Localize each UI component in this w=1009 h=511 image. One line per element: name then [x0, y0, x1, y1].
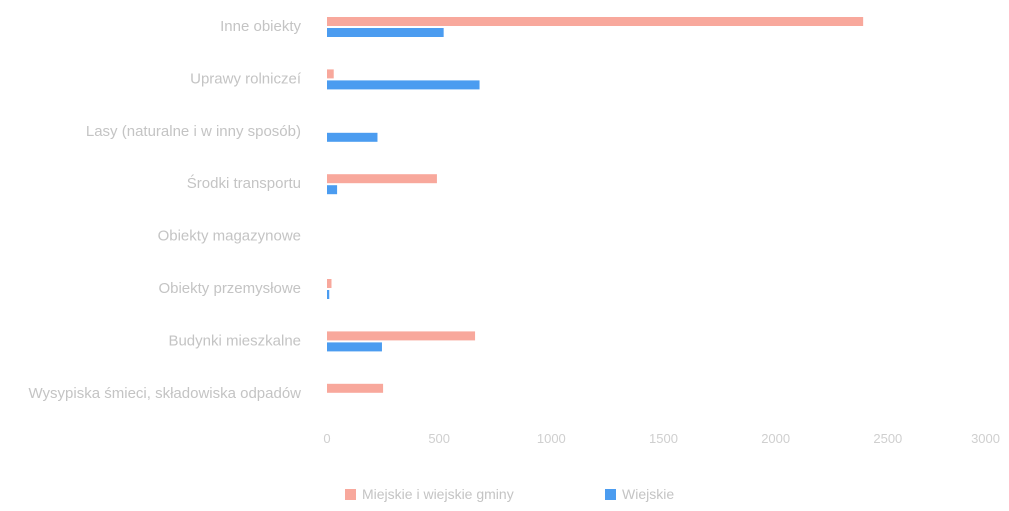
category-labels: Inne obiekty Uprawy rolniczeí Lasy (natura…: [29, 18, 302, 402]
bar-series-2-3: [327, 185, 338, 195]
bar-series-2-6: [327, 342, 382, 352]
bar-series-1-5: [327, 279, 332, 288]
legend-swatch-series-2: [605, 489, 616, 500]
x-tick-label: 1000: [537, 431, 566, 446]
category-label: Budynki mieszkalne: [168, 332, 301, 349]
legend-label-series-2: Wiejskie: [622, 486, 674, 502]
legend-label-series-1: Miejskie i wiejskie gminy: [362, 486, 514, 502]
x-tick-label: 3000: [971, 431, 1000, 446]
category-label: Środki transportu: [187, 174, 301, 192]
category-label: Obiekty magazynowe: [158, 228, 301, 245]
bar-series-1-7: [327, 383, 384, 393]
bar-series-1-0: [327, 17, 864, 26]
bar-series-2-0: [327, 28, 444, 37]
bar-series-1-1: [327, 69, 334, 79]
legend-swatch-series-1: [345, 489, 356, 500]
x-tick-label: 2500: [873, 431, 902, 446]
category-label: Uprawy rolniczeí: [190, 70, 302, 87]
category-label: Inne obiekty: [220, 18, 301, 35]
category-label: Wysypiska śmieci, składowiska odpadów: [29, 385, 302, 402]
bar-series-2-1: [327, 80, 480, 90]
bar-series-2-5: [327, 290, 330, 299]
x-tick-label: 500: [428, 431, 450, 446]
x-tick-label: 0: [323, 431, 330, 446]
bars: [327, 17, 864, 393]
bar-series-1-3: [327, 174, 437, 184]
x-tick-label: 2000: [761, 431, 790, 446]
bar-series-2-2: [327, 132, 378, 142]
category-label: Lasy (naturalne i w inny sposób): [86, 123, 301, 140]
x-axis-ticks: 0 500 1000 1500 2000 2500 3000: [323, 431, 1000, 446]
bar-series-1-6: [327, 331, 476, 341]
x-tick-label: 1500: [649, 431, 678, 446]
category-label: Obiekty przemysłowe: [158, 280, 301, 297]
legend: Miejskie i wiejskie gminy Wiejskie: [345, 486, 674, 502]
